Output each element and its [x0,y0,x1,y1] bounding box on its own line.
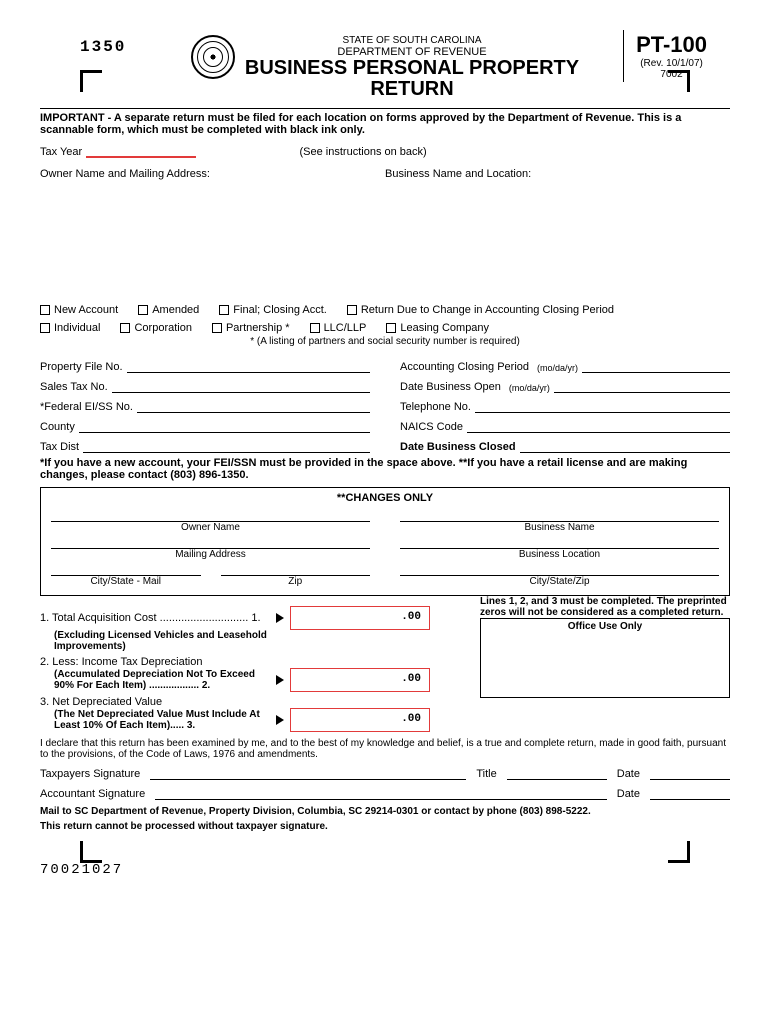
declaration-text: I declare that this return has been exam… [40,738,730,760]
important-notice: IMPORTANT - A separate return must be fi… [40,108,730,136]
arrow-icon [276,613,284,623]
crop-mark-bl [80,841,102,863]
taxpayer-sig-label: Taxpayers Signature [40,768,140,780]
cb-leasing[interactable]: Leasing Company [386,322,489,334]
fei-ssn-note: *If you have a new account, your FEI/SSN… [40,457,730,481]
changes-only-box: **CHANGES ONLY Owner Name Business Name … [40,487,730,596]
crop-mark-br [668,841,690,863]
owner-address-label: Owner Name and Mailing Address: [40,168,385,180]
cb-llc-llp[interactable]: LLC/LLP [310,322,367,334]
mail-to: Mail to SC Department of Revenue, Proper… [40,806,730,817]
taxpayer-sig-line[interactable] [150,768,466,780]
ch-mailing-address[interactable] [51,535,370,549]
line1-label: Total Acquisition Cost [52,612,157,624]
form-title-1: BUSINESS PERSONAL PROPERTY [245,58,579,79]
line3-value[interactable]: .00 [290,708,430,732]
form-page: 1350 STATE OF SOUTH CAROLINA DEPARTMENT … [40,30,730,878]
accountant-sig-label: Accountant Signature [40,788,145,800]
barcode-number: 70021027 [40,862,730,878]
line2-label: Less: Income Tax Depreciation [52,656,202,668]
checkbox-row-2: Individual Corporation Partnership * LLC… [40,322,730,334]
cb-corporation[interactable]: Corporation [120,322,191,334]
ch-zip[interactable] [221,562,371,576]
field-grid: Property File No. Accounting Closing Per… [40,361,730,453]
field-date-closed[interactable]: Date Business Closed [400,441,730,453]
arrow-icon [276,675,284,685]
form-code-box: PT-100 (Rev. 10/1/07) 7002 [623,30,715,82]
form-code-sub: 7002 [636,69,707,80]
date-line-2[interactable] [650,788,730,800]
form-code: PT-100 [636,32,707,58]
ch-business-name[interactable] [400,508,719,522]
arrow-icon [276,715,284,725]
field-county[interactable]: County [40,421,370,433]
field-naics[interactable]: NAICS Code [400,421,730,433]
see-instructions: (See instructions on back) [196,146,530,158]
title-label: Title [476,768,496,780]
cb-return-change[interactable]: Return Due to Change in Accounting Closi… [347,304,614,316]
form-revision: (Rev. 10/1/07) [636,58,707,69]
office-use-only-box: Office Use Only [480,618,730,698]
tax-year-label: Tax Year [40,146,82,158]
field-telephone[interactable]: Telephone No. [400,401,730,413]
cb-amended[interactable]: Amended [138,304,199,316]
accountant-sig-line[interactable] [155,788,607,800]
field-tax-dist[interactable]: Tax Dist [40,441,370,453]
lines-must-complete-note: Lines 1, 2, and 3 must be completed. The… [480,596,730,618]
line2-value[interactable]: .00 [290,668,430,692]
title-line[interactable] [507,768,607,780]
checkbox-row-1: New Account Amended Final; Closing Acct.… [40,304,730,316]
header: STATE OF SOUTH CAROLINA DEPARTMENT OF RE… [40,30,730,100]
ch-business-location[interactable] [400,535,719,549]
date-label-1: Date [617,768,640,780]
ch-owner-name[interactable] [51,508,370,522]
date-label-2: Date [617,788,640,800]
cb-partnership[interactable]: Partnership * [212,322,290,334]
field-date-open[interactable]: Date Business Open(mo/da/yr) [400,381,730,393]
no-process-note: This return cannot be processed without … [40,821,730,832]
line1-value[interactable]: .00 [290,606,430,630]
form-title-2: RETURN [245,79,579,100]
tax-year-input[interactable] [86,146,196,158]
changes-title: **CHANGES ONLY [51,492,719,504]
business-location-label: Business Name and Location: [385,168,730,180]
cb-individual[interactable]: Individual [40,322,100,334]
partnership-note: * (A listing of partners and social secu… [40,336,730,347]
state-seal-icon [191,35,235,79]
field-sales-tax[interactable]: Sales Tax No. [40,381,370,393]
ch-city-state-zip[interactable] [400,562,719,576]
line3-label: Net Depreciated Value [52,696,162,708]
ch-city-state-mail[interactable] [51,562,201,576]
field-acct-closing[interactable]: Accounting Closing Period(mo/da/yr) [400,361,730,373]
cb-new-account[interactable]: New Account [40,304,118,316]
state-line: STATE OF SOUTH CAROLINA [245,35,579,46]
field-property-file[interactable]: Property File No. [40,361,370,373]
field-federal-ei-ss[interactable]: *Federal EI/SS No. [40,401,370,413]
date-line-1[interactable] [650,768,730,780]
address-area[interactable] [40,180,730,290]
calculation-section: 1. Total Acquisition Cost ..............… [40,596,730,732]
cb-final-closing[interactable]: Final; Closing Acct. [219,304,327,316]
